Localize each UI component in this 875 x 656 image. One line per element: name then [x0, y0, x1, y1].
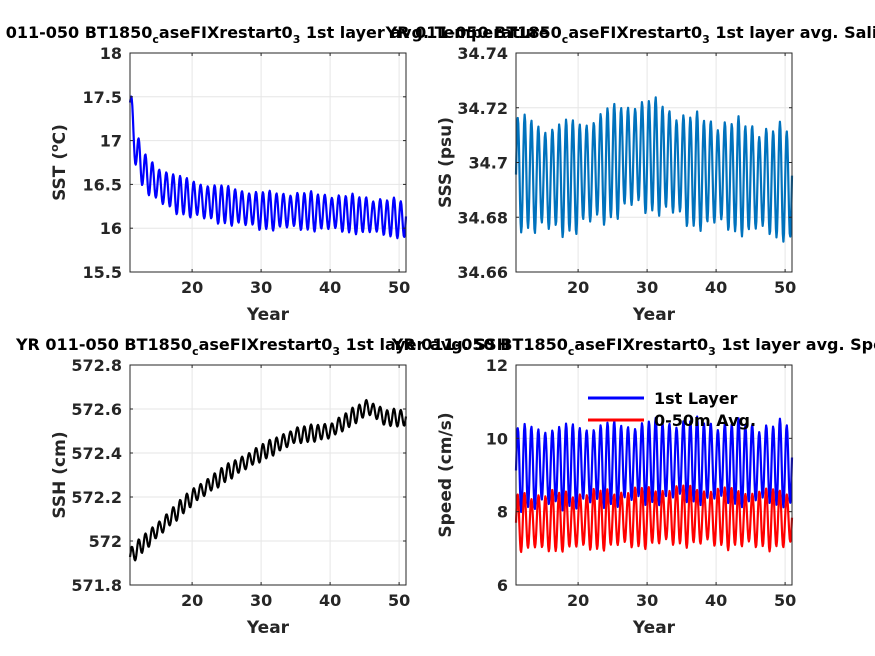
- y-tick-label: 17.5: [83, 88, 122, 107]
- chart-title: YR 011-050 BT1850caseFIXrestart03 1st la…: [0, 23, 550, 46]
- legend-label-1: 1st Layer: [654, 389, 738, 408]
- x-tick-label: 30: [250, 591, 272, 610]
- x-tick-label: 20: [567, 278, 589, 297]
- series-line-1: [128, 398, 408, 562]
- chart-panel-3: 20 30 40 50 571.8 572 572.2 572.4 572.6 572.8 Year…: [15, 335, 510, 638]
- x-tick-label: 20: [181, 591, 203, 610]
- series-line-2: [514, 484, 794, 554]
- axes-box: [129, 364, 407, 586]
- x-tick-label: 50: [774, 278, 796, 297]
- legend-label-2: 0-50m Avg.: [654, 411, 756, 430]
- y-axis-label: SST (oC): [48, 124, 70, 201]
- y-tick-label: 34.7: [469, 154, 508, 173]
- chart-panel-1: 20 30 40 50 15.5 16 16.5 17 17.5 18 Year SST (oC) YR…: [0, 23, 550, 325]
- y-tick-label: 34.66: [457, 263, 508, 282]
- plot-area: [130, 365, 406, 585]
- x-tick-label: 50: [388, 278, 410, 297]
- y-axis-label: SSH (cm): [50, 431, 70, 518]
- y-axis-label: Speed (cm/s): [436, 412, 456, 537]
- x-axis-label: Year: [632, 618, 676, 638]
- y-tick-label: 8: [497, 503, 508, 522]
- x-tick-label: 40: [319, 591, 341, 610]
- x-tick-label: 40: [705, 591, 727, 610]
- y-tick-label: 10: [486, 429, 508, 448]
- y-tick-label: 572.4: [71, 444, 122, 463]
- series-line-1: [514, 96, 794, 243]
- y-tick-label: 34.72: [457, 99, 508, 118]
- chart-title: YR 011-050 BT1850caseFIXrestart03 1st la…: [391, 335, 875, 358]
- x-tick-label: 20: [181, 278, 203, 297]
- axes-box: [515, 364, 793, 586]
- x-tick-label: 20: [567, 591, 589, 610]
- x-tick-label: 30: [636, 591, 658, 610]
- y-tick-label: 572.8: [71, 356, 122, 375]
- series-line-1: [128, 95, 408, 240]
- x-tick-label: 30: [636, 278, 658, 297]
- chart-panel-4: 20 30 40 50 6 8 10 12 Year Speed (cm/s) 1st Layer 0…: [391, 335, 875, 638]
- y-tick-label: 15.5: [83, 263, 122, 282]
- y-tick-label: 572.6: [71, 400, 122, 419]
- y-tick-label: 12: [486, 356, 508, 375]
- x-tick-label: 50: [774, 591, 796, 610]
- x-tick-label: 40: [705, 278, 727, 297]
- x-tick-label: 30: [250, 278, 272, 297]
- y-tick-label: 34.74: [457, 44, 508, 63]
- y-tick-label: 571.8: [71, 576, 122, 595]
- y-tick-label: 16: [100, 219, 122, 238]
- y-axis-label: SSS (psu): [436, 117, 456, 208]
- y-tick-label: 16.5: [83, 175, 122, 194]
- x-tick-label: 50: [388, 591, 410, 610]
- x-axis-label: Year: [246, 305, 290, 325]
- x-axis-label: Year: [246, 618, 290, 638]
- axes-box: [129, 52, 407, 273]
- y-tick-label: 6: [497, 576, 508, 595]
- y-tick-label: 18: [100, 44, 122, 63]
- y-tick-label: 34.68: [457, 208, 508, 227]
- chart-panel-2: 20 30 40 50 34.66 34.68 34.7 34.72 34.74 Year SSS …: [385, 23, 875, 325]
- y-tick-label: 17: [100, 132, 122, 151]
- y-tick-label: 572: [89, 532, 122, 551]
- chart-title: YR 011-050 BT1850caseFIXrestart03 1st la…: [385, 23, 875, 46]
- chart-title: YR 011-050 BT1850caseFIXrestart03 1st la…: [15, 335, 510, 358]
- series-line-1: [514, 415, 794, 514]
- x-axis-label: Year: [632, 305, 676, 325]
- plot-area: [130, 53, 406, 272]
- x-tick-label: 40: [319, 278, 341, 297]
- y-tick-label: 572.2: [71, 488, 122, 507]
